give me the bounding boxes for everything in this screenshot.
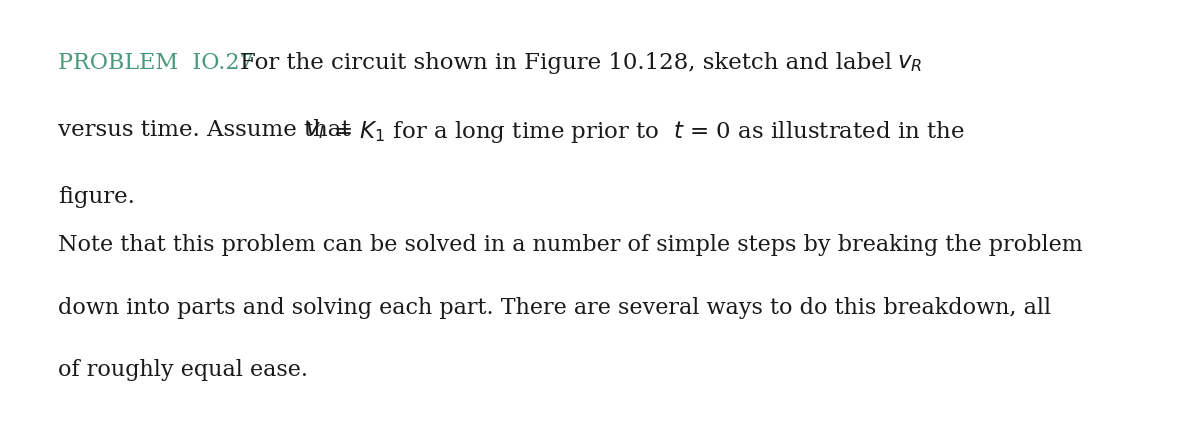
Text: $v_I$: $v_I$ (305, 119, 324, 141)
Text: = $K_1$ for a long time prior to  $t$ = 0 as illustrated in the: = $K_1$ for a long time prior to $t$ = 0… (325, 119, 965, 145)
Text: of roughly equal ease.: of roughly equal ease. (58, 359, 308, 381)
Text: down into parts and solving each part. There are several ways to do this breakdo: down into parts and solving each part. T… (58, 297, 1051, 319)
Text: figure.: figure. (58, 186, 134, 208)
Text: Note that this problem can be solved in a number of simple steps by breaking the: Note that this problem can be solved in … (58, 234, 1082, 256)
Text: For the circuit shown in Figure 10.128, sketch and label: For the circuit shown in Figure 10.128, … (240, 52, 900, 74)
Text: $v_R$: $v_R$ (898, 52, 922, 74)
Text: versus time. Assume that: versus time. Assume that (58, 119, 358, 141)
Text: PROBLEM  IO.27: PROBLEM IO.27 (58, 52, 253, 74)
